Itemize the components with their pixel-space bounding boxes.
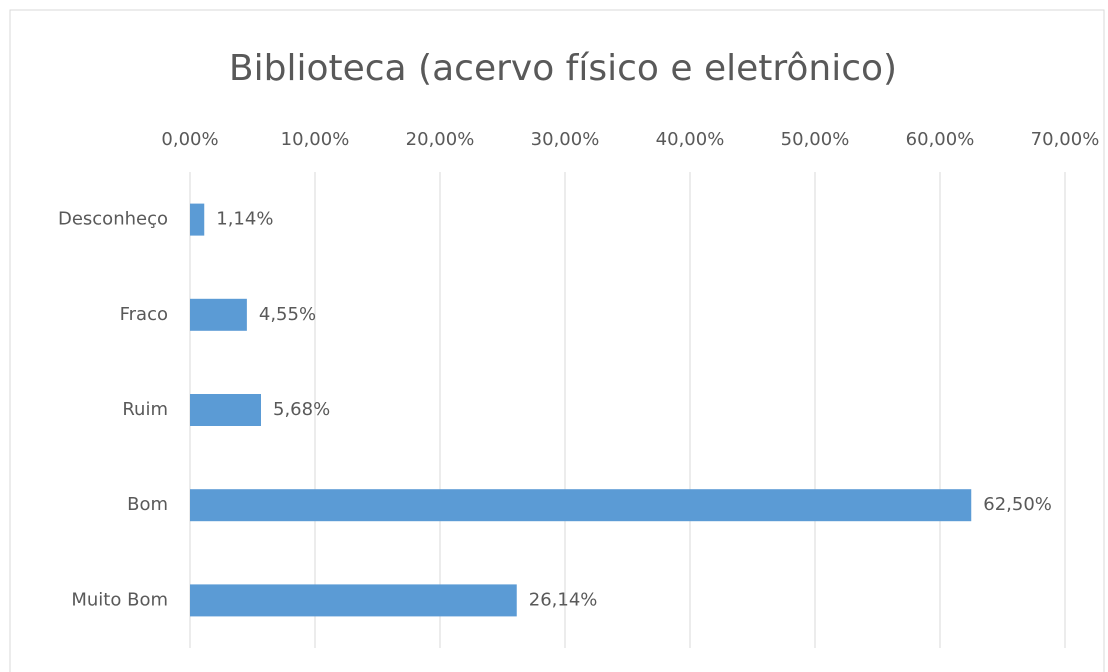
- bar: [190, 394, 261, 426]
- chart-border: [9, 9, 1105, 672]
- x-tick-label: 50,00%: [781, 129, 850, 150]
- data-label: 62,50%: [983, 494, 1052, 515]
- y-tick-label: Bom: [127, 494, 168, 515]
- x-tick-label: 70,00%: [1031, 129, 1100, 150]
- y-tick-label: Desconheço: [58, 209, 168, 230]
- x-tick-label: 60,00%: [906, 129, 975, 150]
- x-tick-label: 30,00%: [531, 129, 600, 150]
- bar: [190, 298, 247, 331]
- data-label: 5,68%: [273, 399, 330, 420]
- y-tick-label: Fraco: [120, 304, 168, 325]
- x-tick-label: 0,00%: [161, 129, 218, 150]
- x-tick-label: 10,00%: [281, 129, 350, 150]
- bar: [190, 584, 517, 617]
- data-label: 26,14%: [529, 589, 598, 610]
- bar: [190, 203, 205, 236]
- x-tick-label: 40,00%: [656, 129, 725, 150]
- data-label: 4,55%: [259, 304, 316, 325]
- y-tick-label: Ruim: [122, 399, 168, 420]
- data-label: 1,14%: [216, 209, 273, 230]
- y-tick-label: Muito Bom: [71, 589, 168, 610]
- bar: [190, 489, 972, 522]
- x-tick-label: 20,00%: [406, 129, 475, 150]
- chart-title: Biblioteca (acervo físico e eletrônico): [229, 48, 897, 89]
